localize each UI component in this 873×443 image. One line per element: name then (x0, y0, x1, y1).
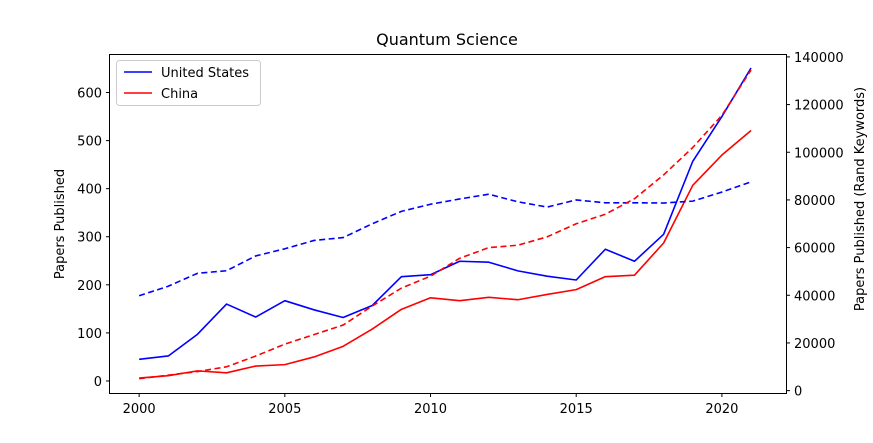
series-line-china (139, 129, 752, 379)
y-tick-label-left: 100 (77, 327, 102, 342)
legend: United States China (116, 60, 261, 106)
x-tick-label: 2010 (414, 402, 447, 417)
y-tick-label-right: 100000 (794, 146, 844, 161)
x-tick-label: 2015 (560, 402, 593, 417)
legend-label-united-states: United States (161, 66, 249, 81)
series-line-series-2-dashed (138, 181, 752, 297)
legend-frame (116, 60, 261, 106)
ticks-layer: 2000 2005 2010 2015 202001002003004005006000… (77, 51, 843, 417)
y-tick-label-right: 60000 (794, 242, 835, 257)
x-tick-label: 2020 (705, 402, 738, 417)
y-axis-label-left: Papers Published (53, 169, 68, 279)
y-tick-label-right: 40000 (794, 289, 835, 304)
x-tick-label: 2000 (123, 402, 156, 417)
y-tick-label-left: 300 (77, 231, 102, 246)
plot-frame (109, 54, 787, 394)
y-tick-label-right: 0 (794, 385, 802, 400)
y-tick-label-right: 140000 (794, 51, 844, 66)
series-line-series-3-dashed (139, 69, 752, 380)
y-tick-label-right: 80000 (794, 194, 835, 209)
y-tick-label-left: 400 (77, 183, 102, 198)
y-tick-label-right: 20000 (794, 337, 835, 352)
series-layer (138, 67, 752, 380)
y-tick-label-left: 500 (77, 135, 102, 150)
y-tick-label-left: 200 (77, 279, 102, 294)
y-tick-label-left: 0 (94, 375, 102, 390)
y-tick-label-left: 600 (77, 87, 102, 102)
x-tick-label: 2005 (268, 402, 301, 417)
chart-title: Quantum Science (376, 30, 518, 49)
y-axis-label-right: Papers Published (Rand Keywords) (853, 87, 868, 311)
legend-label-china: China (161, 87, 198, 102)
y-tick-label-right: 120000 (794, 99, 844, 114)
series-line-united-states (139, 67, 752, 361)
